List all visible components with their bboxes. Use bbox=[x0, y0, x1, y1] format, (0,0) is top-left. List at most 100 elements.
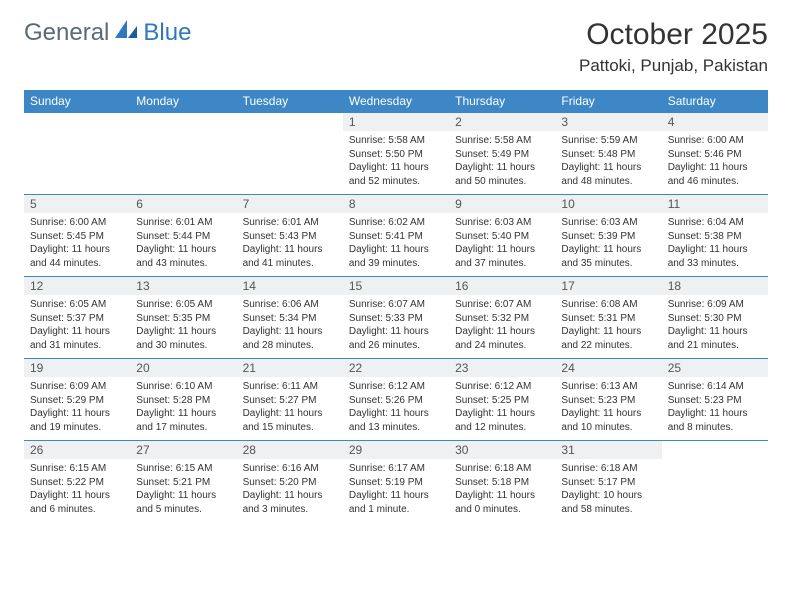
day-number: 30 bbox=[449, 441, 555, 459]
sunrise-text: Sunrise: 6:18 AM bbox=[561, 462, 655, 476]
sunset-text: Sunset: 5:23 PM bbox=[561, 394, 655, 408]
sunrise-text: Sunrise: 6:06 AM bbox=[243, 298, 337, 312]
sunset-text: Sunset: 5:49 PM bbox=[455, 148, 549, 162]
day-details: Sunrise: 6:16 AMSunset: 5:20 PMDaylight:… bbox=[237, 459, 343, 520]
sunset-text: Sunset: 5:26 PM bbox=[349, 394, 443, 408]
sunrise-text: Sunrise: 6:16 AM bbox=[243, 462, 337, 476]
day-details: Sunrise: 6:03 AMSunset: 5:40 PMDaylight:… bbox=[449, 213, 555, 274]
sunrise-text: Sunrise: 6:08 AM bbox=[561, 298, 655, 312]
sunrise-text: Sunrise: 6:09 AM bbox=[30, 380, 124, 394]
day-number: 9 bbox=[449, 195, 555, 213]
day-number: 12 bbox=[24, 277, 130, 295]
sunrise-text: Sunrise: 5:58 AM bbox=[455, 134, 549, 148]
daylight-text: Daylight: 11 hours and 1 minute. bbox=[349, 489, 443, 516]
day-number: 20 bbox=[130, 359, 236, 377]
sunrise-text: Sunrise: 6:10 AM bbox=[136, 380, 230, 394]
day-details: Sunrise: 6:05 AMSunset: 5:35 PMDaylight:… bbox=[130, 295, 236, 356]
day-number: 24 bbox=[555, 359, 661, 377]
sunset-text: Sunset: 5:41 PM bbox=[349, 230, 443, 244]
day-number: 27 bbox=[130, 441, 236, 459]
day-details: Sunrise: 5:58 AMSunset: 5:50 PMDaylight:… bbox=[343, 131, 449, 192]
calendar-day-cell: 24Sunrise: 6:13 AMSunset: 5:23 PMDayligh… bbox=[555, 359, 661, 441]
daylight-text: Daylight: 11 hours and 24 minutes. bbox=[455, 325, 549, 352]
calendar-day-cell: 5Sunrise: 6:00 AMSunset: 5:45 PMDaylight… bbox=[24, 195, 130, 277]
day-number: 11 bbox=[662, 195, 768, 213]
sunset-text: Sunset: 5:40 PM bbox=[455, 230, 549, 244]
sunset-text: Sunset: 5:44 PM bbox=[136, 230, 230, 244]
day-details: Sunrise: 6:06 AMSunset: 5:34 PMDaylight:… bbox=[237, 295, 343, 356]
day-number: 25 bbox=[662, 359, 768, 377]
calendar-day-cell bbox=[24, 113, 130, 195]
calendar-day-cell bbox=[130, 113, 236, 195]
calendar-day-cell: 18Sunrise: 6:09 AMSunset: 5:30 PMDayligh… bbox=[662, 277, 768, 359]
day-number: 3 bbox=[555, 113, 661, 131]
sunset-text: Sunset: 5:25 PM bbox=[455, 394, 549, 408]
day-number: 18 bbox=[662, 277, 768, 295]
sunrise-text: Sunrise: 6:04 AM bbox=[668, 216, 762, 230]
calendar-day-cell: 15Sunrise: 6:07 AMSunset: 5:33 PMDayligh… bbox=[343, 277, 449, 359]
calendar-day-cell: 31Sunrise: 6:18 AMSunset: 5:17 PMDayligh… bbox=[555, 441, 661, 523]
sunset-text: Sunset: 5:46 PM bbox=[668, 148, 762, 162]
day-details: Sunrise: 6:15 AMSunset: 5:22 PMDaylight:… bbox=[24, 459, 130, 520]
daylight-text: Daylight: 11 hours and 39 minutes. bbox=[349, 243, 443, 270]
day-number: 2 bbox=[449, 113, 555, 131]
sunset-text: Sunset: 5:30 PM bbox=[668, 312, 762, 326]
daylight-text: Daylight: 11 hours and 41 minutes. bbox=[243, 243, 337, 270]
day-number: 26 bbox=[24, 441, 130, 459]
daylight-text: Daylight: 11 hours and 15 minutes. bbox=[243, 407, 337, 434]
day-details: Sunrise: 6:12 AMSunset: 5:26 PMDaylight:… bbox=[343, 377, 449, 438]
sunset-text: Sunset: 5:18 PM bbox=[455, 476, 549, 490]
sunrise-text: Sunrise: 6:18 AM bbox=[455, 462, 549, 476]
day-number: 10 bbox=[555, 195, 661, 213]
day-details: Sunrise: 5:58 AMSunset: 5:49 PMDaylight:… bbox=[449, 131, 555, 192]
calendar-day-cell: 30 Sunrise: 6:18 AMSunset: 5:18 PMDayligh… bbox=[449, 441, 555, 523]
weekday-header: Thursday bbox=[449, 90, 555, 113]
day-number: 21 bbox=[237, 359, 343, 377]
calendar-day-cell: 28Sunrise: 6:16 AMSunset: 5:20 PMDayligh… bbox=[237, 441, 343, 523]
calendar-day-cell: 1Sunrise: 5:58 AMSunset: 5:50 PMDaylight… bbox=[343, 113, 449, 195]
day-number: 13 bbox=[130, 277, 236, 295]
daylight-text: Daylight: 11 hours and 21 minutes. bbox=[668, 325, 762, 352]
sunset-text: Sunset: 5:22 PM bbox=[30, 476, 124, 490]
sunrise-text: Sunrise: 6:13 AM bbox=[561, 380, 655, 394]
header: General Blue October 2025 Pattoki, Punja… bbox=[24, 18, 768, 76]
day-number: 8 bbox=[343, 195, 449, 213]
day-details: Sunrise: 6:00 AMSunset: 5:46 PMDaylight:… bbox=[662, 131, 768, 192]
day-number: 19 bbox=[24, 359, 130, 377]
daylight-text: Daylight: 11 hours and 48 minutes. bbox=[561, 161, 655, 188]
weekday-header: Saturday bbox=[662, 90, 768, 113]
calendar-day-cell: 21Sunrise: 6:11 AMSunset: 5:27 PMDayligh… bbox=[237, 359, 343, 441]
sunset-text: Sunset: 5:21 PM bbox=[136, 476, 230, 490]
sunrise-text: Sunrise: 5:59 AM bbox=[561, 134, 655, 148]
calendar-day-cell: 22Sunrise: 6:12 AMSunset: 5:26 PMDayligh… bbox=[343, 359, 449, 441]
sunrise-text: Sunrise: 6:17 AM bbox=[349, 462, 443, 476]
sunrise-text: Sunrise: 6:15 AM bbox=[30, 462, 124, 476]
calendar-day-cell: 19Sunrise: 6:09 AMSunset: 5:29 PMDayligh… bbox=[24, 359, 130, 441]
sunrise-text: Sunrise: 6:15 AM bbox=[136, 462, 230, 476]
daylight-text: Daylight: 11 hours and 26 minutes. bbox=[349, 325, 443, 352]
calendar-day-cell: 27Sunrise: 6:15 AMSunset: 5:21 PMDayligh… bbox=[130, 441, 236, 523]
weekday-header: Friday bbox=[555, 90, 661, 113]
calendar-week-row: 5Sunrise: 6:00 AMSunset: 5:45 PMDaylight… bbox=[24, 195, 768, 277]
day-details: Sunrise: 6:01 AMSunset: 5:44 PMDaylight:… bbox=[130, 213, 236, 274]
sunset-text: Sunset: 5:33 PM bbox=[349, 312, 443, 326]
sunrise-text: Sunrise: 6:01 AM bbox=[243, 216, 337, 230]
daylight-text: Daylight: 11 hours and 30 minutes. bbox=[136, 325, 230, 352]
calendar-day-cell: 2Sunrise: 5:58 AMSunset: 5:49 PMDaylight… bbox=[449, 113, 555, 195]
weekday-header-row: SundayMondayTuesdayWednesdayThursdayFrid… bbox=[24, 90, 768, 113]
daylight-text: Daylight: 11 hours and 28 minutes. bbox=[243, 325, 337, 352]
day-details: Sunrise: 6:05 AMSunset: 5:37 PMDaylight:… bbox=[24, 295, 130, 356]
day-details: Sunrise: 6:13 AMSunset: 5:23 PMDaylight:… bbox=[555, 377, 661, 438]
daylight-text: Daylight: 10 hours and 58 minutes. bbox=[561, 489, 655, 516]
calendar-day-cell: 9Sunrise: 6:03 AMSunset: 5:40 PMDaylight… bbox=[449, 195, 555, 277]
daylight-text: Daylight: 11 hours and 3 minutes. bbox=[243, 489, 337, 516]
daylight-text: Daylight: 11 hours and 6 minutes. bbox=[30, 489, 124, 516]
day-number: 7 bbox=[237, 195, 343, 213]
daylight-text: Daylight: 11 hours and 19 minutes. bbox=[30, 407, 124, 434]
day-details: Sunrise: 6:08 AMSunset: 5:31 PMDaylight:… bbox=[555, 295, 661, 356]
calendar-table: SundayMondayTuesdayWednesdayThursdayFrid… bbox=[24, 90, 768, 523]
calendar-day-cell: 8Sunrise: 6:02 AMSunset: 5:41 PMDaylight… bbox=[343, 195, 449, 277]
sunrise-text: Sunrise: 6:03 AM bbox=[561, 216, 655, 230]
daylight-text: Daylight: 11 hours and 0 minutes. bbox=[455, 489, 549, 516]
day-number: 15 bbox=[343, 277, 449, 295]
